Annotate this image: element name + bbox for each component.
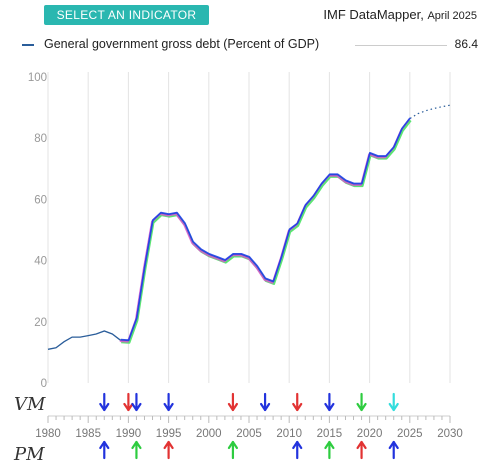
vm-annotation-label: VM	[14, 394, 46, 415]
x-tick-label-2020: 2020	[357, 428, 383, 440]
y-tick-label-80: 80	[34, 133, 47, 145]
overlay-pink-stroke	[119, 118, 410, 343]
arrow-head	[131, 440, 142, 450]
vm-arrow-1991-blue	[131, 392, 142, 412]
vm-arrow-2003-red	[227, 392, 239, 412]
arrow-head	[131, 402, 142, 412]
vm-arrow-2015-blue	[324, 392, 335, 412]
select-indicator-button[interactable]: SELECT AN INDICATOR	[44, 5, 209, 25]
arrow-head	[324, 440, 335, 450]
arrow-head	[123, 402, 134, 412]
legend-label: General government gross debt (Percent o…	[44, 37, 320, 51]
legend-swatch	[22, 44, 34, 46]
pm-arrow-1991-green	[131, 440, 142, 460]
x-tick-label-2010: 2010	[276, 428, 302, 440]
x-tick-label-2000: 2000	[196, 428, 222, 440]
pm-arrow-2023-blue	[388, 440, 399, 460]
overlay-blue-stroke	[120, 117, 411, 342]
source-date: April 2025	[427, 10, 477, 22]
pm-arrow-2015-green	[324, 440, 335, 460]
y-tick-label-60: 60	[34, 194, 47, 206]
source-name: IMF DataMapper,	[323, 7, 424, 22]
source-credit: IMF DataMapper, April 2025	[323, 7, 477, 22]
legend-value: 86.4	[454, 37, 478, 51]
pm-arrow-2011-blue	[292, 440, 303, 460]
grid	[47, 72, 451, 383]
arrow-head	[356, 440, 367, 450]
pm-arrow-1995-red	[163, 440, 174, 460]
forecast-series-line	[401, 104, 451, 130]
vm-arrow-1990-red	[123, 392, 134, 412]
vm-arrow-2019-green	[356, 392, 367, 412]
arrow-head	[163, 440, 174, 450]
arrow-head	[227, 440, 239, 450]
pm-arrow-2019-red	[356, 440, 367, 460]
vm-arrow-2023-cyan	[388, 392, 399, 412]
vm-arrow-1987-blue	[99, 392, 110, 412]
arrow-head	[356, 402, 367, 412]
y-tick-label-40: 40	[34, 256, 47, 268]
x-tick-label-2005: 2005	[236, 428, 262, 440]
history-series-line	[47, 128, 403, 350]
y-tick-label-20: 20	[34, 317, 47, 329]
x-tick-label-2030: 2030	[437, 428, 463, 440]
overlay-strokes	[119, 117, 412, 344]
arrow-head	[388, 402, 399, 412]
annotation-arrows	[99, 392, 399, 460]
arrow-head	[99, 402, 110, 412]
pm-arrow-2003-green	[227, 440, 239, 460]
legend[interactable]: General government gross debt (Percent o…	[22, 37, 482, 53]
pm-arrow-1987-blue	[99, 440, 110, 460]
arrow-head	[227, 402, 239, 412]
y-tick-label-100: 100	[28, 72, 47, 84]
vm-arrow-2007-blue	[259, 392, 271, 412]
vm-arrow-2011-red	[292, 392, 303, 412]
x-tick-label-1985: 1985	[75, 428, 101, 440]
x-tick-label-1980: 1980	[35, 428, 61, 440]
x-axis: 1980 1985 1990 1995 2000 2005 2010 2015 2020 2025…	[35, 415, 463, 440]
arrow-head	[99, 440, 110, 450]
arrow-head	[292, 440, 303, 450]
y-tick-label-0: 0	[41, 378, 47, 390]
x-tick-label-1990: 1990	[116, 428, 142, 440]
x-tick-label-2015: 2015	[317, 428, 343, 440]
x-tick-label-1995: 1995	[156, 428, 182, 440]
y-axis-ticks: 0 20 40 60 80 100	[28, 72, 47, 390]
arrow-head	[388, 440, 399, 450]
x-tick-label-2025: 2025	[397, 428, 423, 440]
arrow-head	[163, 402, 174, 412]
vm-arrow-1995-blue	[163, 392, 174, 412]
arrow-head	[324, 402, 335, 412]
arrow-head	[259, 402, 271, 412]
overlay-green-stroke	[121, 119, 412, 344]
arrow-head	[292, 402, 303, 412]
pm-annotation-label: PM	[13, 444, 45, 465]
legend-divider	[355, 45, 447, 46]
